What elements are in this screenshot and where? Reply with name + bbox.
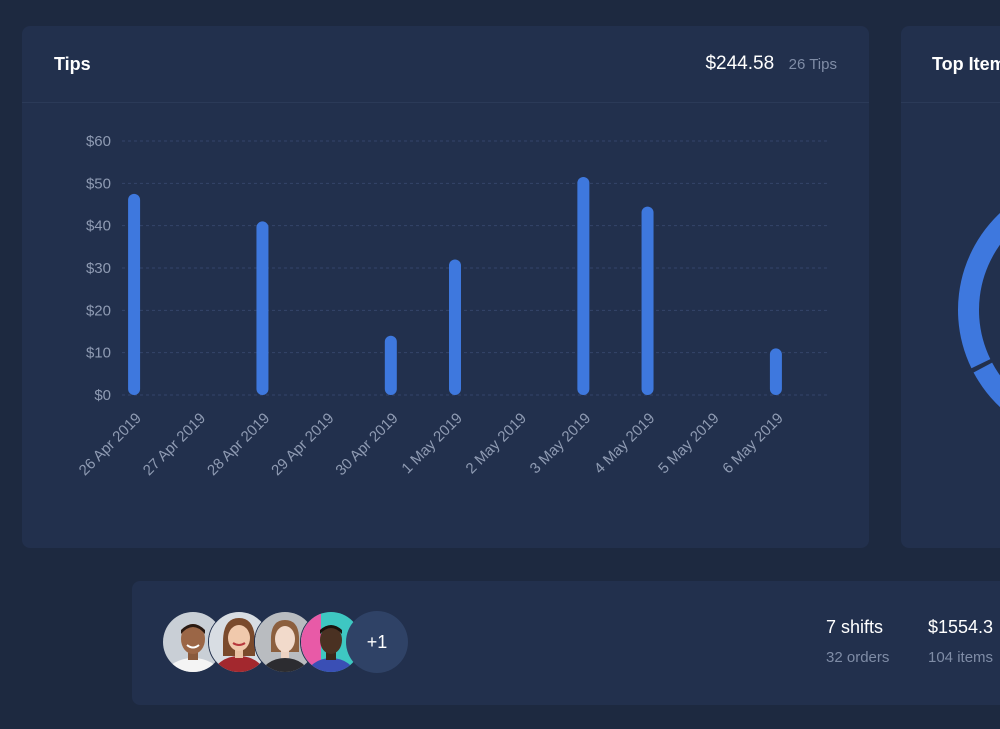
y-tick-label: $60 <box>86 133 111 150</box>
tips-bar[interactable] <box>128 193 141 395</box>
tips-card: Tips $244.58 26 Tips $0 $10 $20 $30 $40 $50 $6… <box>22 26 869 548</box>
shifts-count: 7 shifts <box>826 617 884 637</box>
y-tick-label: $20 <box>86 302 111 319</box>
tips-bar[interactable] <box>449 259 461 395</box>
x-tick-label: 2 May 2019 <box>463 410 530 477</box>
x-tick-label: 26 Apr 2019 <box>76 410 145 479</box>
shifts-card: +1 7 shifts 32 orders $1554.3 104 items <box>132 581 1000 705</box>
y-tick-label: $30 <box>86 260 111 277</box>
y-tick-label: $0 <box>94 387 111 404</box>
top-items-title: Top Item <box>932 54 1000 74</box>
x-tick-label: 6 May 2019 <box>719 410 786 477</box>
tips-bar[interactable] <box>641 206 654 395</box>
more-avatars-badge[interactable]: +1 <box>346 611 408 673</box>
x-tick-label: 1 May 2019 <box>398 410 465 477</box>
top-items-card: Top Item <box>901 26 1000 548</box>
x-tick-label: 30 Apr 2019 <box>332 410 401 479</box>
x-tick-label: 27 Apr 2019 <box>140 410 209 479</box>
tips-summary: $244.58 26 Tips <box>705 53 837 75</box>
shifts-stat: 7 shifts 32 orders <box>826 617 889 666</box>
top-items-header: Top Item <box>901 26 1000 103</box>
x-tick-label: 29 Apr 2019 <box>268 410 337 479</box>
tips-bar[interactable] <box>256 221 269 395</box>
tips-total: $244.58 <box>705 53 775 74</box>
y-tick-label: $10 <box>86 345 111 362</box>
sales-total: $1554.3 <box>928 617 994 637</box>
top-items-donut-chart <box>958 177 1000 423</box>
x-tick-label: 28 Apr 2019 <box>204 410 273 479</box>
avatar[interactable] <box>300 611 362 673</box>
tips-bar[interactable] <box>384 335 397 395</box>
y-tick-label: $40 <box>86 218 111 235</box>
tips-card-header: Tips $244.58 26 Tips <box>22 26 869 103</box>
x-tick-label: 5 May 2019 <box>655 410 722 477</box>
x-tick-label: 4 May 2019 <box>591 410 658 477</box>
tips-count: 26 Tips <box>788 56 837 73</box>
donut-segment[interactable] <box>958 177 1000 369</box>
tips-title: Tips <box>54 54 91 74</box>
sales-stat: $1554.3 104 items <box>928 617 993 666</box>
items-count: 104 items <box>928 649 994 666</box>
donut-segment[interactable] <box>973 362 1000 423</box>
tips-bar[interactable] <box>769 348 782 395</box>
y-tick-label: $50 <box>86 175 111 192</box>
orders-count: 32 orders <box>826 649 890 666</box>
avatar-woman-dark-top <box>255 612 315 672</box>
x-tick-label: 3 May 2019 <box>527 410 594 477</box>
avatar-man-colorful <box>301 612 361 672</box>
tips-bar[interactable] <box>577 176 590 395</box>
